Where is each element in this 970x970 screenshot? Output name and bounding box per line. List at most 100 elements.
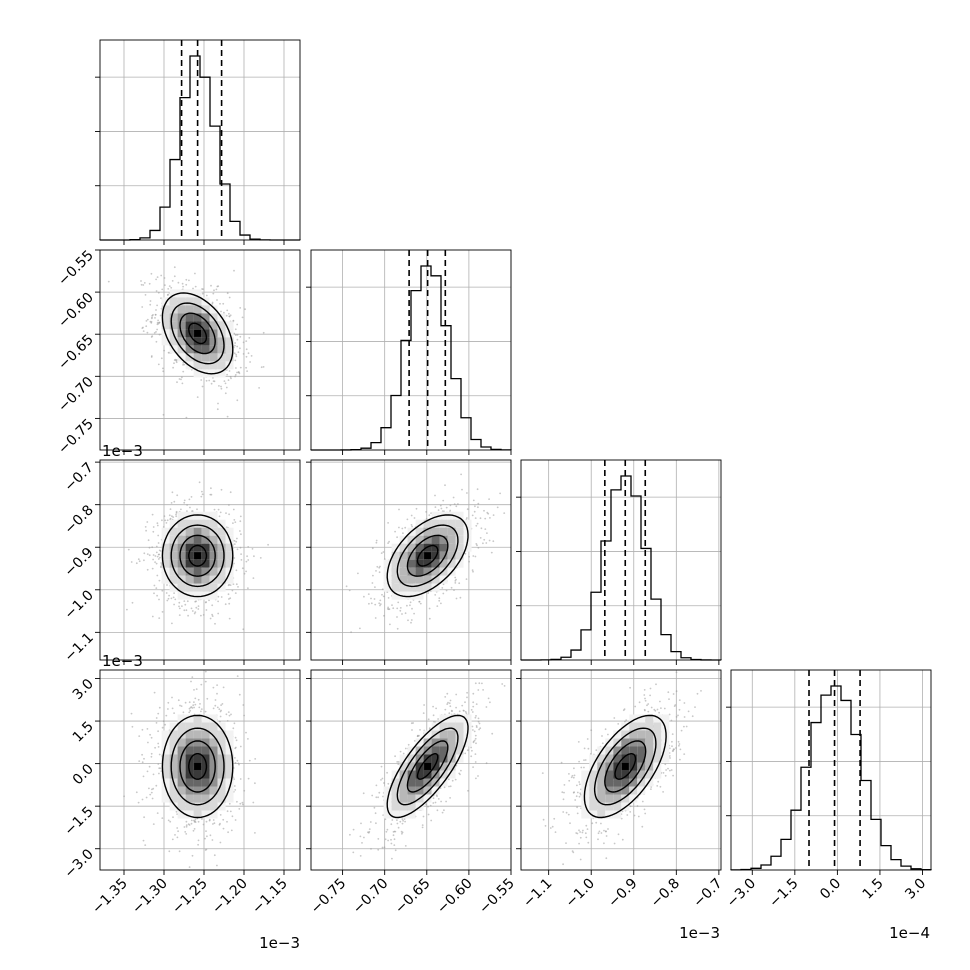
- density-cell: [193, 722, 202, 731]
- sample-point: [218, 823, 221, 826]
- sample-point: [454, 576, 457, 579]
- sample-point: [475, 703, 478, 705]
- sample-point: [228, 714, 231, 717]
- sample-point: [492, 514, 495, 516]
- sample-point: [391, 819, 394, 821]
- sample-point: [463, 709, 465, 712]
- sample-point: [190, 496, 193, 498]
- sample-point: [168, 850, 171, 853]
- sample-point: [178, 614, 181, 616]
- sample-point: [442, 499, 445, 502]
- sample-point: [464, 752, 467, 755]
- sample-point: [166, 599, 169, 602]
- sample-point: [144, 526, 147, 528]
- sample-point: [473, 510, 476, 513]
- density-cell: [415, 575, 424, 584]
- sample-point: [432, 802, 435, 804]
- sample-point: [228, 513, 231, 516]
- sample-point: [234, 342, 237, 344]
- sample-point: [167, 288, 170, 290]
- density-cell: [185, 353, 194, 362]
- sample-point: [222, 827, 225, 830]
- density-cell: [209, 353, 218, 362]
- sample-point: [237, 586, 239, 588]
- density-cell: [177, 762, 186, 771]
- sample-point: [434, 494, 436, 497]
- sample-point: [470, 755, 473, 758]
- sample-point: [474, 734, 477, 737]
- sample-point: [158, 706, 161, 709]
- sample-point: [374, 586, 376, 588]
- sample-point: [219, 715, 222, 718]
- sample-point: [186, 504, 189, 506]
- sample-point: [173, 500, 176, 503]
- sample-point: [217, 612, 220, 615]
- density-cell: [217, 345, 226, 354]
- density-cell: [225, 527, 234, 536]
- sample-point: [461, 704, 464, 707]
- sample-point: [189, 506, 191, 509]
- sample-point: [447, 778, 450, 781]
- panel-frame: [99, 249, 301, 451]
- sample-point: [141, 798, 144, 801]
- sample-point: [233, 540, 236, 542]
- sample-point: [488, 539, 491, 542]
- sample-point: [434, 506, 437, 508]
- sample-point: [380, 765, 383, 768]
- histogram-0: [100, 55, 300, 241]
- density-cell: [185, 345, 194, 354]
- sample-point: [191, 610, 194, 612]
- sample-point: [176, 494, 179, 497]
- density-cell: [169, 575, 178, 584]
- sample-point: [205, 830, 207, 832]
- sample-point: [234, 374, 237, 376]
- sample-point: [138, 760, 141, 762]
- sample-point: [444, 484, 446, 487]
- density-cell: [399, 567, 408, 576]
- sample-point: [152, 554, 155, 556]
- sample-point: [432, 705, 434, 708]
- sample-point: [222, 686, 225, 689]
- sample-point: [209, 617, 212, 620]
- sample-point: [460, 473, 462, 476]
- sample-point: [200, 495, 203, 498]
- sample-point: [422, 712, 425, 714]
- sample-point: [153, 332, 156, 334]
- sample-point: [379, 603, 382, 605]
- sample-point: [387, 608, 390, 611]
- sample-point: [226, 720, 229, 722]
- density-cell: [217, 369, 226, 378]
- sample-point: [171, 838, 174, 841]
- sample-point: [465, 578, 468, 580]
- sample-point: [236, 675, 239, 677]
- density-cell: [185, 297, 194, 306]
- sample-point: [198, 481, 201, 484]
- sample-point: [162, 720, 165, 723]
- sample-point: [158, 333, 161, 336]
- sample-point: [204, 601, 207, 604]
- density-cell: [201, 567, 210, 576]
- density-cell: [169, 337, 178, 346]
- sample-point: [226, 810, 229, 813]
- density-cell: [193, 543, 202, 552]
- sample-point: [173, 712, 176, 714]
- sample-point: [226, 369, 228, 371]
- sample-point: [184, 603, 187, 606]
- sample-point: [411, 607, 413, 610]
- sample-point: [182, 370, 185, 373]
- sample-point: [234, 359, 237, 362]
- sample-point: [151, 567, 154, 570]
- sample-point: [394, 755, 396, 758]
- sample-point: [183, 600, 186, 602]
- sample-point: [383, 614, 385, 617]
- sample-point: [433, 720, 435, 723]
- sample-point: [173, 275, 176, 278]
- sample-point: [228, 583, 231, 586]
- sample-point: [150, 736, 153, 739]
- sample-point: [439, 504, 442, 507]
- sample-point: [163, 515, 166, 518]
- sample-point: [167, 597, 170, 600]
- density-cell: [161, 559, 170, 568]
- sample-point: [234, 344, 236, 347]
- sample-point: [137, 801, 140, 804]
